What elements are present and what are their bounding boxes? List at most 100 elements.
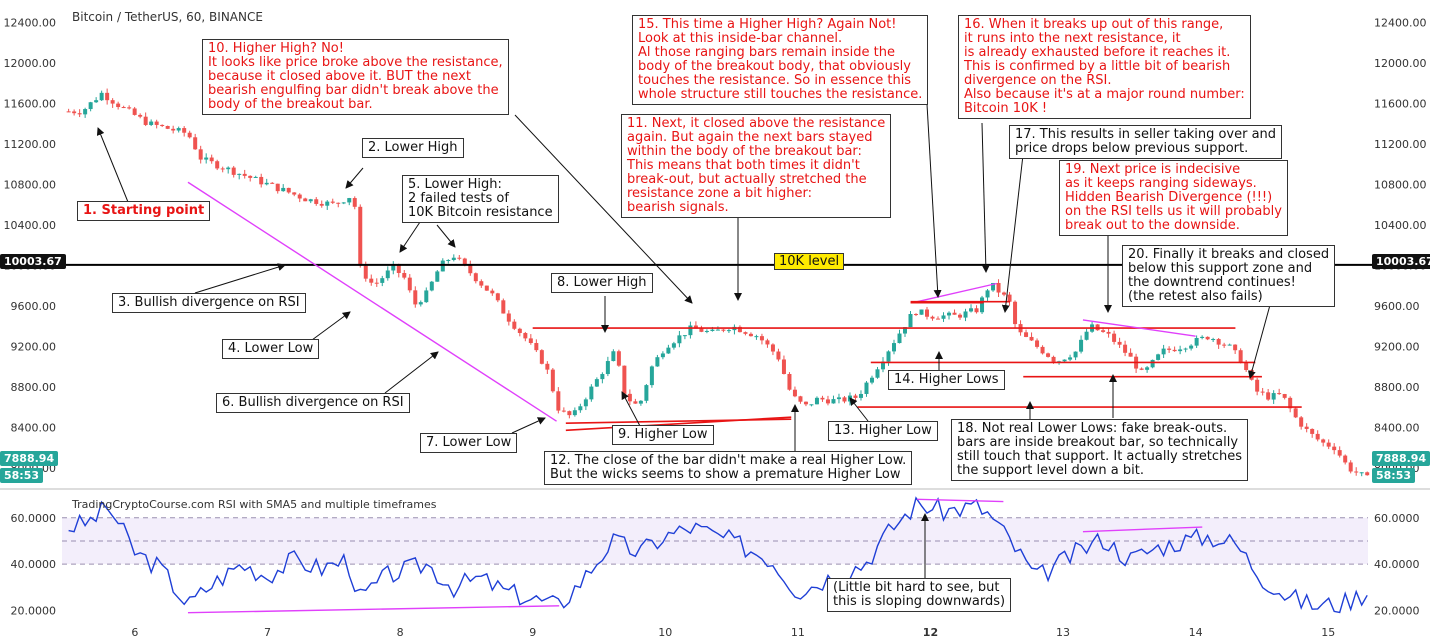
candle-body xyxy=(363,265,368,279)
candle-body xyxy=(1145,367,1150,370)
price-tick-left-9: 11600.00 xyxy=(4,97,57,110)
candle-body xyxy=(1216,339,1221,345)
price-tick-right-2: 8800.00 xyxy=(1374,381,1420,394)
candle-body xyxy=(787,373,792,390)
candle-body xyxy=(1178,349,1183,352)
candle-body xyxy=(622,365,627,394)
candle-body xyxy=(380,278,385,283)
rsi-tick-left-0: 20.0000 xyxy=(11,604,57,617)
candle-body xyxy=(1046,353,1051,357)
candle-body xyxy=(413,290,418,305)
candle-body xyxy=(578,406,583,411)
price-tick-left-7: 10800.00 xyxy=(4,178,57,191)
candle-body xyxy=(154,121,159,125)
candle-body xyxy=(1161,348,1166,355)
candle-body xyxy=(1354,471,1359,473)
candle-body xyxy=(1271,393,1276,400)
candle-body xyxy=(198,149,203,160)
candle-body xyxy=(495,293,500,301)
candle-body xyxy=(666,347,671,354)
candle-body xyxy=(831,399,836,404)
candle-body xyxy=(132,108,137,115)
candle-body xyxy=(1183,348,1188,350)
candle-body xyxy=(941,315,946,319)
x-tick-7: 13 xyxy=(1056,626,1070,639)
last-price-badge-left: 7888.94 xyxy=(0,451,59,466)
candle-body xyxy=(226,167,231,170)
candle-body xyxy=(440,260,445,272)
candle-body xyxy=(369,278,374,283)
x-tick-2: 8 xyxy=(397,626,404,639)
countdown-badge-right: 58:53 xyxy=(1372,468,1416,483)
candle-body xyxy=(902,327,907,334)
price-tick-right-6: 10400.00 xyxy=(1374,219,1427,232)
candle-body xyxy=(600,374,605,380)
candle-body xyxy=(1365,472,1370,476)
candle-body xyxy=(501,300,506,314)
candle-body xyxy=(99,92,104,101)
candle-body xyxy=(952,312,957,315)
candle-body xyxy=(864,382,869,394)
range-top-line xyxy=(917,282,997,303)
candle-body xyxy=(781,359,786,374)
candle-body xyxy=(671,343,676,348)
candle-body xyxy=(996,282,1001,293)
candle-body xyxy=(1117,341,1122,345)
candle-body xyxy=(330,201,335,203)
candle-body xyxy=(512,321,517,329)
candle-body xyxy=(914,314,919,316)
rsi-divergence-bullish xyxy=(187,605,560,614)
candle-body xyxy=(1150,359,1155,368)
price-tick-left-8: 11200.00 xyxy=(4,138,57,151)
candle-body xyxy=(974,308,979,313)
chart-title: Bitcoin / TetherUS, 60, BINANCE xyxy=(72,10,263,24)
rsi-tick-right-1: 40.0000 xyxy=(1374,558,1420,571)
annotation-2: 2. Lower High xyxy=(362,138,464,158)
annotation-8: 8. Lower High xyxy=(551,273,653,293)
price-tick-left-4: 9600.00 xyxy=(11,300,57,313)
annotation-21: (Little bit hard to see, but this is slo… xyxy=(827,578,1012,612)
candle-body xyxy=(116,103,121,108)
candle-body xyxy=(891,343,896,352)
candle-body xyxy=(947,312,952,316)
candle-body xyxy=(765,340,770,345)
price-tick-left-6: 10400.00 xyxy=(4,219,57,232)
candle-body xyxy=(1128,352,1133,357)
candle-body xyxy=(248,175,253,178)
candle-body xyxy=(1282,394,1287,398)
candle-body xyxy=(429,281,434,291)
price-tick-right-7: 10800.00 xyxy=(1374,178,1427,191)
candle-body xyxy=(649,366,654,386)
candle-body xyxy=(1040,346,1045,354)
candle-body xyxy=(303,198,308,202)
candle-body xyxy=(325,201,330,206)
candle-body xyxy=(1315,433,1320,440)
annotation-arrow-21 xyxy=(1247,304,1271,379)
candle-body xyxy=(270,182,275,184)
candle-body xyxy=(462,258,467,265)
annotation-14: 14. Higher Lows xyxy=(888,370,1005,390)
rsi-tick-left-2: 60.0000 xyxy=(11,512,57,525)
candle-body xyxy=(1348,462,1353,472)
candle-body xyxy=(1002,292,1007,295)
candle-body xyxy=(1321,439,1326,443)
annotation-10: 10. Higher High? No! It looks like price… xyxy=(202,39,509,115)
candle-body xyxy=(66,111,71,113)
candle-body xyxy=(545,363,550,370)
candle-body xyxy=(550,369,555,392)
candle-body xyxy=(105,92,110,101)
level-label-10k: 10K level xyxy=(774,253,845,270)
candle-body xyxy=(457,257,462,259)
candle-body xyxy=(1051,356,1056,362)
candle-body xyxy=(633,401,638,404)
candle-body xyxy=(627,393,632,402)
x-tick-8: 14 xyxy=(1189,626,1203,639)
candle-body xyxy=(638,400,643,404)
candle-body xyxy=(88,102,93,110)
annotation-arrow-16 xyxy=(981,122,990,273)
candle-body xyxy=(925,309,930,317)
candle-body xyxy=(589,386,594,400)
level-price-badge-left: 10003.67 xyxy=(0,254,66,269)
candle-body xyxy=(160,124,165,127)
candle-body xyxy=(523,332,528,339)
